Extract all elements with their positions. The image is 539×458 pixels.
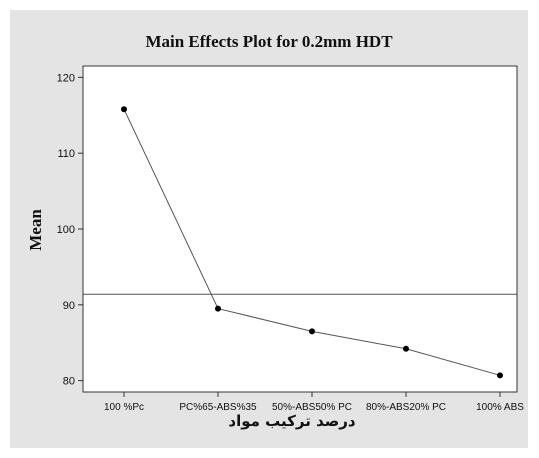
- y-tick-label: 110: [57, 148, 75, 160]
- y-tick-label: 80: [63, 376, 75, 388]
- data-point: [403, 345, 409, 352]
- x-tick-label: 100% ABS: [476, 402, 524, 413]
- y-tick-label: 100: [57, 224, 75, 236]
- plot-area: [82, 65, 518, 393]
- chart-title: Main Effects Plot for 0.2mm HDT: [145, 32, 393, 51]
- y-tick-label: 120: [57, 72, 75, 84]
- data-point: [215, 305, 221, 312]
- x-tick-label: 80%-ABS20% PC: [366, 402, 446, 413]
- y-axis-label: Mean: [26, 209, 45, 251]
- data-point: [497, 372, 503, 379]
- x-tick-label: 100 %Pc: [104, 402, 144, 413]
- x-tick-label: 50%-ABS50% PC: [272, 402, 352, 413]
- data-point: [309, 328, 315, 335]
- x-axis-label: درصد ترکیب مواد: [228, 412, 356, 430]
- y-tick-label: 90: [63, 300, 75, 312]
- data-point: [121, 106, 127, 113]
- x-tick-label: PC%65-ABS%35: [179, 402, 257, 413]
